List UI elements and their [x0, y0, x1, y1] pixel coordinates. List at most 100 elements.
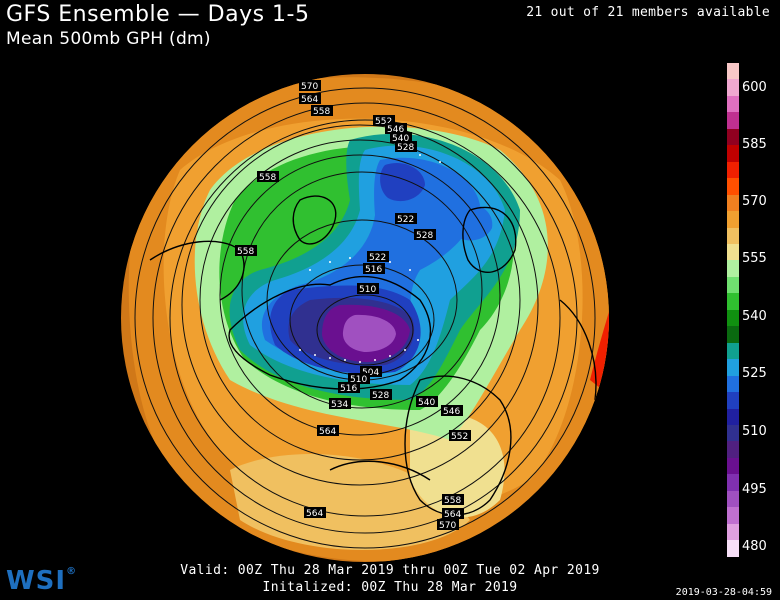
svg-text:528: 528 [397, 143, 414, 153]
contour-label: 564 [317, 425, 339, 437]
contour-label: 510 [357, 283, 379, 295]
color-scale-segment [727, 490, 739, 508]
scale-label-495: 495 [742, 482, 767, 497]
svg-text:510: 510 [359, 285, 376, 295]
color-scale-segment [727, 128, 739, 146]
svg-text:564: 564 [306, 509, 323, 519]
contour-label: 564 [304, 507, 326, 519]
color-scale-segment [727, 507, 739, 524]
svg-text:516: 516 [340, 384, 357, 394]
contour-label: 516 [363, 263, 385, 275]
svg-text:540: 540 [392, 134, 409, 144]
svg-text:570: 570 [301, 82, 318, 92]
color-scale-segment [727, 79, 739, 96]
height-field [121, 74, 609, 562]
svg-text:558: 558 [313, 107, 330, 117]
contour-label: 570 [437, 519, 459, 531]
logo-text: WSI [6, 566, 67, 596]
contour-label: 552 [449, 430, 471, 442]
contour-label: 552 [373, 115, 395, 127]
contour-label: 528 [395, 141, 417, 153]
contour-label: 558 [235, 245, 257, 257]
svg-text:564: 564 [444, 510, 461, 520]
color-scale-segment [727, 112, 739, 129]
color-scale-segment [727, 178, 739, 195]
contour-label: 528 [414, 229, 436, 241]
scale-label-525: 525 [742, 366, 767, 381]
registered-mark-icon: ® [66, 566, 78, 577]
color-scale-segment [727, 161, 739, 179]
scale-label-585: 585 [742, 137, 767, 152]
contour-label: 558 [442, 494, 464, 506]
initialized-time: Initalized: 00Z Thu 28 Mar 2019 [262, 580, 518, 595]
svg-text:510: 510 [350, 375, 367, 385]
color-scale-segment [727, 457, 739, 475]
color-scale-segment [727, 95, 739, 113]
svg-text:552: 552 [375, 117, 392, 127]
color-scale-segment [727, 211, 739, 228]
svg-text:528: 528 [372, 391, 389, 401]
color-scale-segment [727, 342, 739, 360]
svg-text:558: 558 [444, 496, 461, 506]
color-scale-segment [727, 194, 739, 212]
contour-label: 564 [442, 508, 464, 520]
color-scale-segment [727, 243, 739, 261]
chart-title: GFS Ensemble — Days 1-5 [6, 2, 310, 27]
valid-period: Valid: 00Z Thu 28 Mar 2019 thru 00Z Tue … [180, 563, 600, 578]
color-scale-segment [727, 408, 739, 425]
svg-text:570: 570 [439, 521, 456, 531]
scale-label-510: 510 [742, 424, 767, 439]
scale-label-555: 555 [742, 251, 767, 266]
color-scale-segment [727, 359, 739, 376]
color-scale-segment [727, 276, 739, 294]
contour-label: 516 [338, 382, 360, 394]
chart-subtitle: Mean 500mb GPH (dm) [6, 29, 211, 49]
svg-text:534: 534 [331, 400, 348, 410]
color-scale-segment [727, 424, 739, 442]
wsi-logo: WSI® [6, 566, 77, 596]
scale-label-480: 480 [742, 539, 767, 554]
scale-label-540: 540 [742, 309, 767, 324]
contour-label: 522 [395, 213, 417, 225]
svg-text:522: 522 [369, 253, 386, 263]
svg-text:558: 558 [259, 173, 276, 183]
color-scale-segment [727, 260, 739, 277]
svg-text:558: 558 [237, 247, 254, 257]
color-scale-segment [727, 441, 739, 458]
color-scale-segment [727, 375, 739, 393]
color-scale-segment [727, 227, 739, 244]
color-scale-segment [727, 309, 739, 327]
contour-label: 564 [299, 93, 321, 105]
contour-label: 528 [370, 389, 392, 401]
color-scale-segment [727, 523, 739, 541]
svg-text:552: 552 [451, 432, 468, 442]
contour-label: 546 [441, 405, 463, 417]
contour-label: 540 [416, 396, 438, 408]
svg-text:564: 564 [301, 95, 318, 105]
color-scale-segment [727, 63, 739, 80]
contour-label: 540 [390, 132, 412, 144]
scale-label-600: 600 [742, 80, 767, 95]
contour-label: 558 [257, 171, 279, 183]
contour-label: 534 [329, 398, 351, 410]
svg-text:528: 528 [416, 231, 433, 241]
scale-label-570: 570 [742, 194, 767, 209]
svg-text:516: 516 [365, 265, 382, 275]
svg-text:546: 546 [443, 407, 460, 417]
color-scale-bar [726, 62, 740, 558]
svg-text:540: 540 [418, 398, 435, 408]
contour-label: 558 [311, 105, 333, 117]
generated-timestamp: 2019-03-28-04:59 [675, 587, 772, 598]
svg-text:504: 504 [362, 368, 379, 378]
contour-label: 510 [348, 373, 370, 385]
contour-label: 522 [367, 251, 389, 263]
contour-label: 546 [385, 123, 407, 135]
members-available: 21 out of 21 members available [526, 5, 770, 20]
contour-labels: 570 564 558 552 546 540 528 558 522 528 … [235, 80, 471, 531]
color-scale-segment [727, 326, 739, 343]
svg-text:546: 546 [387, 125, 404, 135]
contour-label: 570 [299, 80, 321, 92]
contour-label: 504 [360, 366, 382, 378]
color-scale-segment [727, 540, 739, 557]
